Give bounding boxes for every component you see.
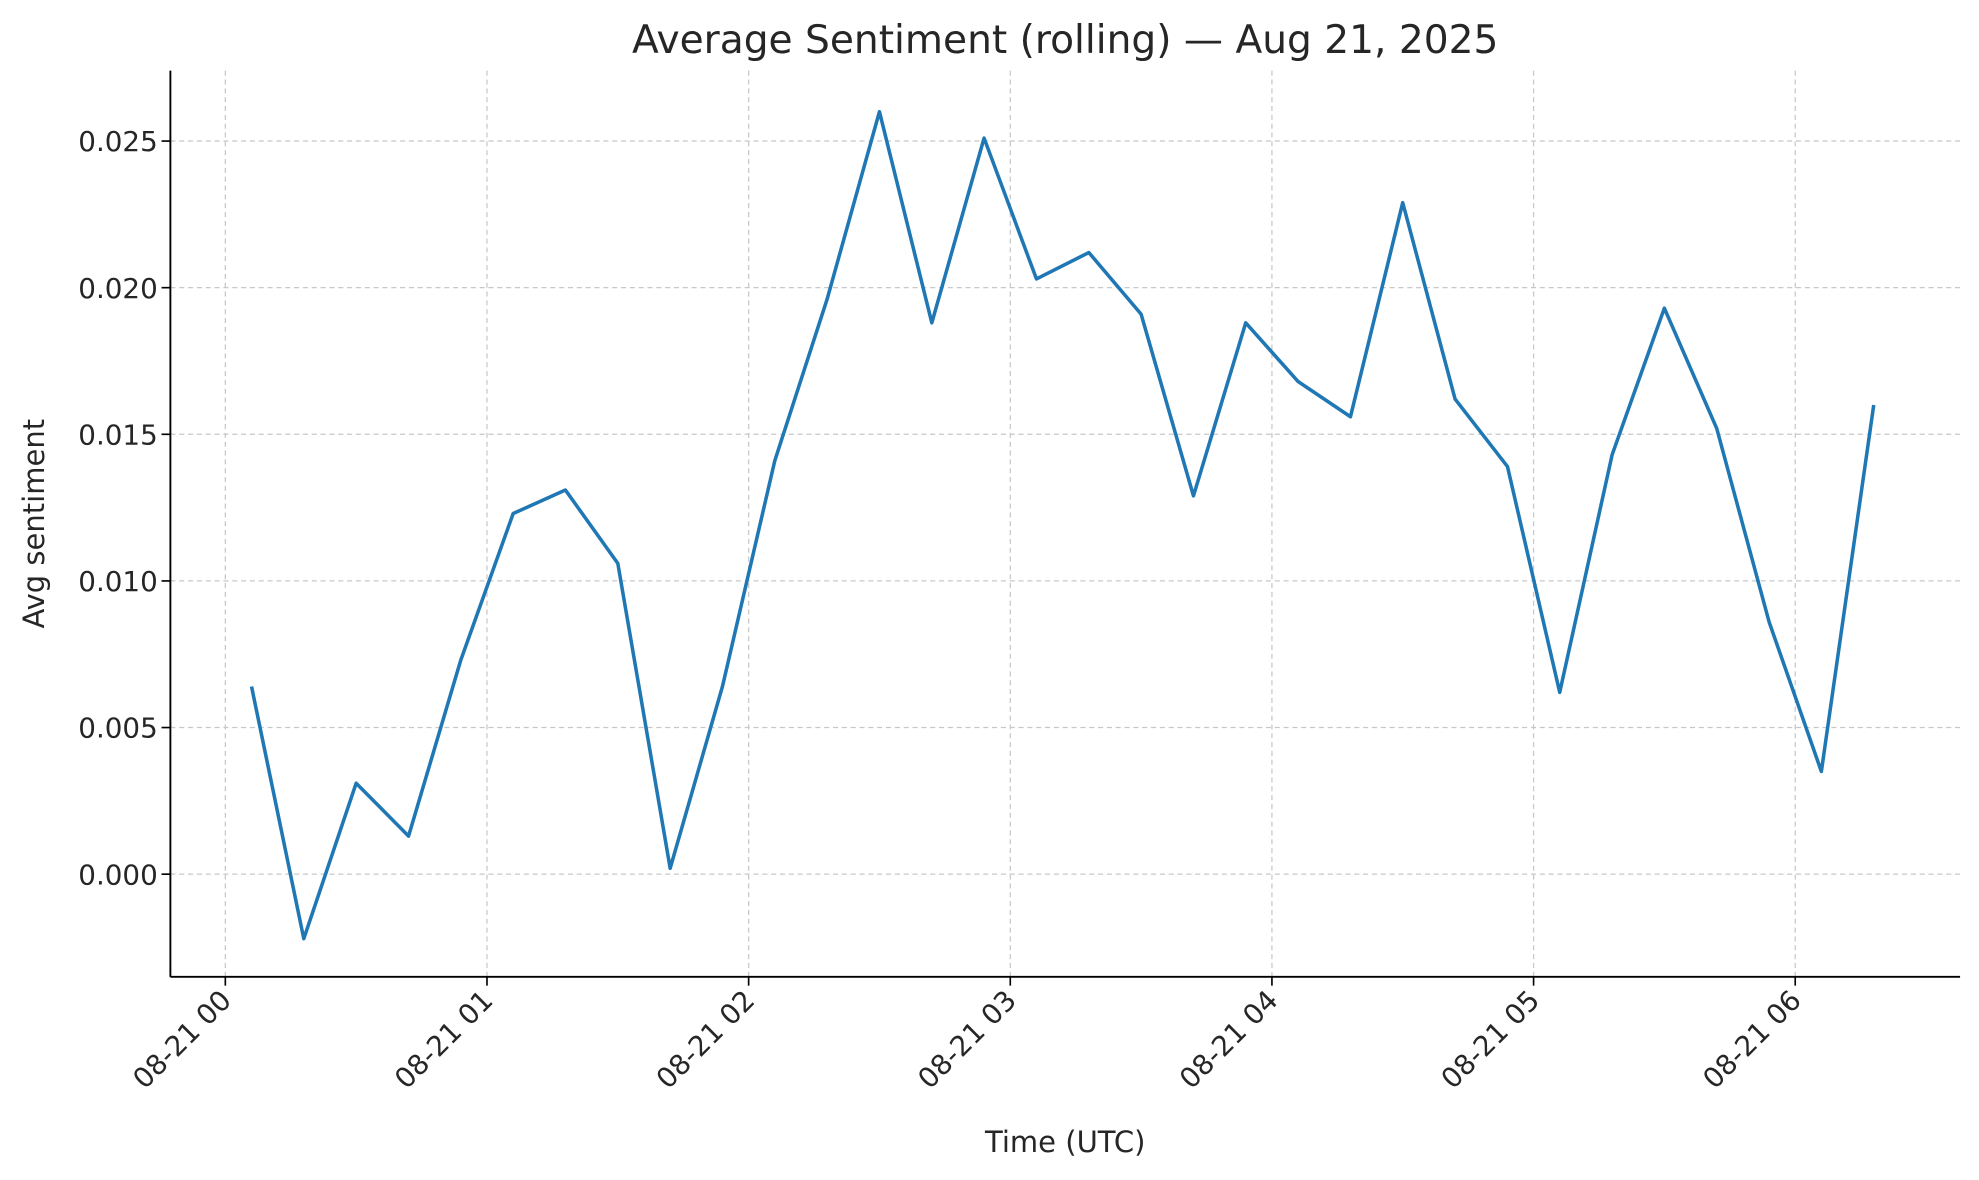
x-tick-label: 08-21 01 (388, 984, 500, 1096)
x-tick-label: 08-21 06 (1696, 984, 1808, 1096)
x-tick-label: 08-21 05 (1435, 984, 1547, 1096)
y-axis-label: Avg sentiment (17, 419, 51, 629)
y-tick-label: 0.020 (78, 272, 157, 305)
y-tick-label: 0.010 (78, 565, 157, 598)
x-tick-label: 08-21 03 (911, 984, 1023, 1096)
series-line (249, 109, 1876, 941)
y-tick-label: 0.015 (78, 418, 157, 451)
x-tick-label: 08-21 00 (126, 984, 238, 1096)
y-tick-label: 0.025 (78, 125, 157, 158)
x-tick-label: 08-21 04 (1173, 984, 1285, 1096)
y-axis-ticks: 0.000 0.005 0.010 0.015 0.020 0.025 (78, 125, 171, 891)
y-tick-label: 0.000 (78, 858, 157, 891)
data-points (251, 111, 1874, 939)
x-axis-ticks: 08-21 00 08-21 01 08-21 02 08-21 03 08-21 04… (126, 976, 1808, 1096)
x-tick-label: 08-21 02 (650, 984, 762, 1096)
x-axis-label: Time (UTC) (984, 1125, 1145, 1159)
grid (170, 70, 1961, 977)
chart-title: Average Sentiment (rolling) — Aug 21, 20… (632, 18, 1498, 63)
y-tick-label: 0.005 (78, 712, 157, 745)
